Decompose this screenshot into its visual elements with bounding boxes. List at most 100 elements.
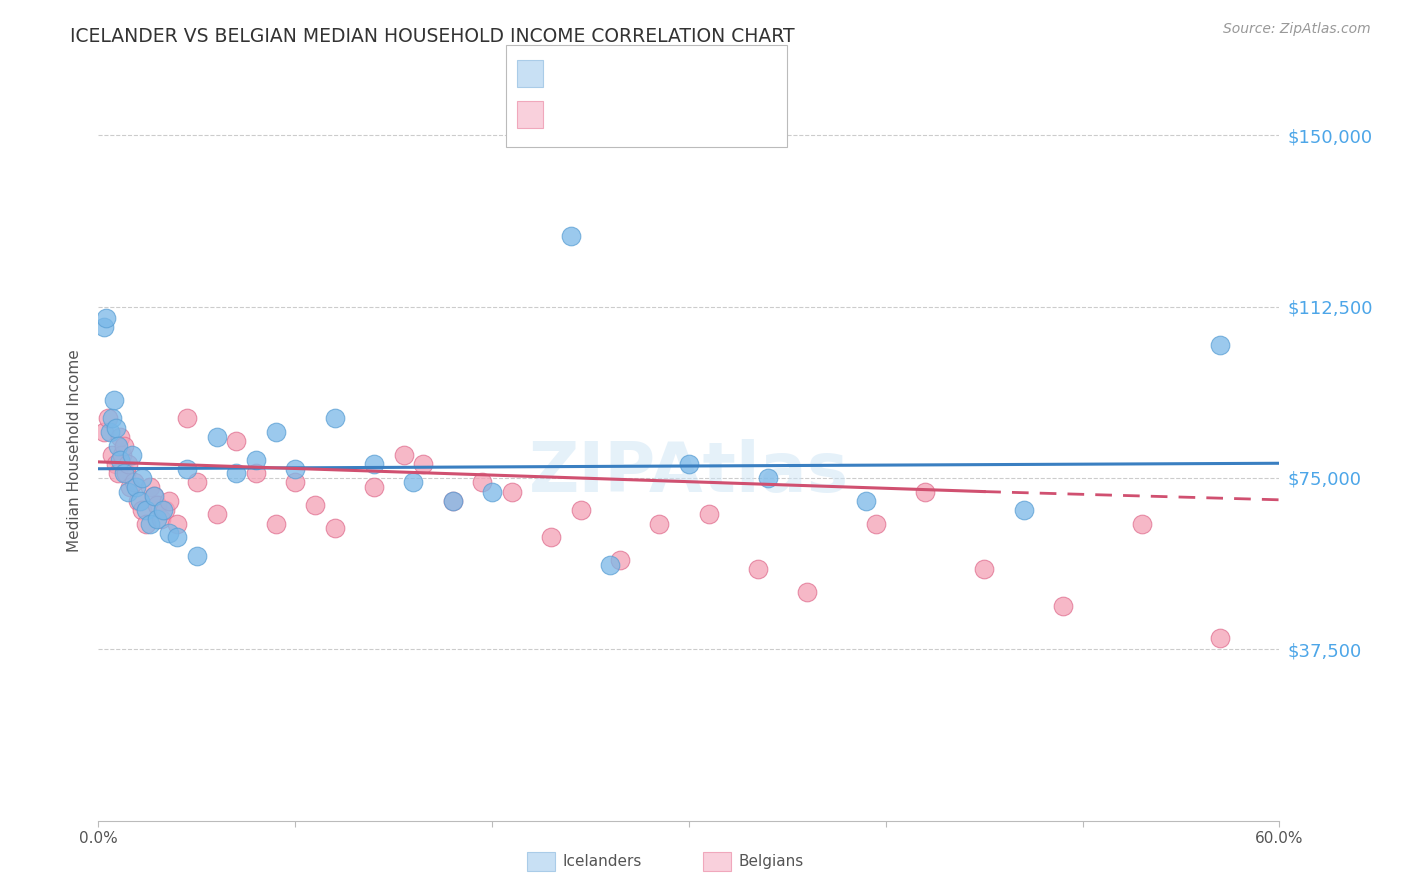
Text: 40: 40	[661, 64, 686, 82]
Point	[101, 411, 124, 425]
Point	[93, 320, 115, 334]
Point	[115, 467, 138, 481]
Point	[284, 461, 307, 475]
Point	[118, 480, 141, 494]
Point	[186, 475, 208, 490]
Point	[756, 471, 779, 485]
Text: ZIPAtlas: ZIPAtlas	[529, 439, 849, 506]
Point	[245, 452, 267, 467]
Point	[142, 489, 165, 503]
Text: -0.071: -0.071	[581, 105, 645, 123]
Point	[155, 503, 177, 517]
Point	[363, 480, 385, 494]
Point	[138, 516, 160, 531]
Point	[152, 503, 174, 517]
Point	[441, 493, 464, 508]
Point	[117, 484, 139, 499]
Point	[150, 512, 173, 526]
Point	[796, 585, 818, 599]
Point	[107, 467, 129, 481]
Point	[471, 475, 494, 490]
Text: R =: R =	[551, 105, 591, 123]
Point	[117, 457, 139, 471]
Point	[176, 461, 198, 475]
Point	[481, 484, 503, 499]
Point	[855, 493, 877, 508]
Point	[441, 493, 464, 508]
Point	[1130, 516, 1153, 531]
Text: Icelanders: Icelanders	[562, 855, 641, 869]
Point	[157, 525, 180, 540]
Point	[142, 489, 165, 503]
Point	[865, 516, 887, 531]
Point	[166, 530, 188, 544]
Point	[264, 516, 287, 531]
Point	[245, 467, 267, 481]
Point	[412, 457, 434, 471]
Point	[98, 425, 121, 440]
Text: N =: N =	[630, 105, 669, 123]
Point	[678, 457, 700, 471]
Point	[107, 439, 129, 453]
Text: Belgians: Belgians	[738, 855, 803, 869]
Text: ICELANDER VS BELGIAN MEDIAN HOUSEHOLD INCOME CORRELATION CHART: ICELANDER VS BELGIAN MEDIAN HOUSEHOLD IN…	[70, 27, 794, 45]
Point	[105, 457, 128, 471]
Point	[93, 425, 115, 440]
Point	[205, 430, 228, 444]
Point	[392, 448, 415, 462]
Text: 0.015: 0.015	[581, 64, 637, 82]
Point	[146, 512, 169, 526]
Point	[108, 430, 131, 444]
Point	[569, 503, 592, 517]
Point	[609, 553, 631, 567]
Point	[1012, 503, 1035, 517]
Point	[304, 498, 326, 512]
Point	[96, 310, 118, 325]
Point	[121, 448, 143, 462]
Point	[131, 471, 153, 485]
Point	[225, 434, 247, 449]
Point	[112, 467, 135, 481]
Point	[157, 493, 180, 508]
Point	[323, 411, 346, 425]
Point	[108, 452, 131, 467]
Point	[599, 558, 621, 572]
Point	[264, 425, 287, 440]
Point	[127, 493, 149, 508]
Point	[914, 484, 936, 499]
Text: R =: R =	[551, 64, 591, 82]
Point	[135, 503, 157, 517]
Point	[146, 498, 169, 512]
Point	[138, 480, 160, 494]
Point	[363, 457, 385, 471]
Text: 50: 50	[661, 105, 686, 123]
Point	[97, 411, 120, 425]
Text: N =: N =	[630, 64, 669, 82]
Point	[131, 503, 153, 517]
Point	[1209, 631, 1232, 645]
Point	[225, 467, 247, 481]
Text: Source: ZipAtlas.com: Source: ZipAtlas.com	[1223, 22, 1371, 37]
Point	[323, 521, 346, 535]
Point	[284, 475, 307, 490]
Point	[205, 508, 228, 522]
Point	[747, 562, 769, 576]
Point	[186, 549, 208, 563]
Point	[101, 448, 124, 462]
Point	[125, 480, 148, 494]
Point	[402, 475, 425, 490]
Point	[135, 516, 157, 531]
Point	[103, 393, 125, 408]
Point	[176, 411, 198, 425]
Y-axis label: Median Household Income: Median Household Income	[67, 349, 83, 552]
Point	[112, 439, 135, 453]
Point	[111, 448, 134, 462]
Point	[1209, 338, 1232, 352]
Point	[105, 420, 128, 434]
Point	[128, 493, 150, 508]
Point	[122, 475, 145, 490]
Point	[540, 530, 562, 544]
Point	[1052, 599, 1074, 613]
Point	[973, 562, 995, 576]
Point	[166, 516, 188, 531]
